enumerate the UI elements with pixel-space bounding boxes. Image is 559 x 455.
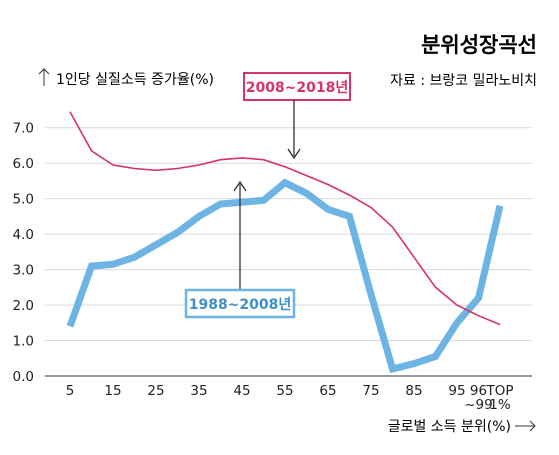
series-line-1988-2008 xyxy=(66,178,504,374)
callout-2008-2018: 2008~2018년 xyxy=(243,72,351,160)
y-tick-label: 6.0 xyxy=(13,156,34,172)
grid-lines xyxy=(45,127,532,377)
y-tick-label: 0.0 xyxy=(13,369,34,385)
y-axis-arrow-head-icon xyxy=(38,68,50,75)
chart-title: 분위성장곡선 xyxy=(421,33,537,57)
y-tick-label: 4.0 xyxy=(13,227,34,243)
x-tick-label: 45 xyxy=(233,383,250,399)
y-axis-ticks: 0.0 1.0 2.0 3.0 4.0 5.0 6.0 7.0 xyxy=(13,121,34,385)
callout-2008-2018-box xyxy=(243,72,351,101)
chart-source: 자료 : 브랑코 밀라노비치 xyxy=(390,73,537,89)
callout-1988-2008-arrow-head-icon xyxy=(233,180,247,192)
callout-1988-2008-box xyxy=(184,288,296,319)
x-axis-arrow-head-icon xyxy=(529,420,536,432)
y-tick-label: 3.0 xyxy=(13,263,34,279)
series-line-2008-2018 xyxy=(69,111,501,326)
y-tick-label: 5.0 xyxy=(13,192,34,208)
x-tick-label: 15 xyxy=(104,383,121,399)
x-tick-label: 25 xyxy=(147,383,164,399)
x-axis-label: 글로벌 소득 분위(%) xyxy=(388,419,511,435)
callout-2008-2018-label: 2008~2018년 xyxy=(246,80,349,96)
callout-1988-2008-label: 1988~2008년 xyxy=(189,297,292,313)
x-tick-label: 96 ~99 xyxy=(464,383,493,413)
x-tick-label: 5 xyxy=(66,383,75,399)
y-axis-label-group: 1인당 실질소득 증가율(%) xyxy=(38,68,214,88)
y-axis-label: 1인당 실질소득 증가율(%) xyxy=(56,72,214,88)
x-tick-label: 55 xyxy=(276,383,293,399)
x-tick-label: TOP 1% xyxy=(485,383,513,413)
x-tick-label: 35 xyxy=(190,383,207,399)
x-tick-label: 75 xyxy=(362,383,379,399)
callout-2008-2018-arrow-head-icon xyxy=(287,148,301,160)
callout-1988-2008: 1988~2008년 xyxy=(184,180,296,319)
y-tick-label: 7.0 xyxy=(13,121,34,137)
x-tick-label: 65 xyxy=(319,383,336,399)
y-tick-label: 2.0 xyxy=(13,298,34,314)
x-tick-label: 95 xyxy=(448,383,465,399)
x-tick-label: 85 xyxy=(405,383,422,399)
x-axis-label-group: 글로벌 소득 분위(%) xyxy=(388,419,536,435)
series-lines xyxy=(66,111,504,374)
y-tick-label: 1.0 xyxy=(13,334,34,350)
